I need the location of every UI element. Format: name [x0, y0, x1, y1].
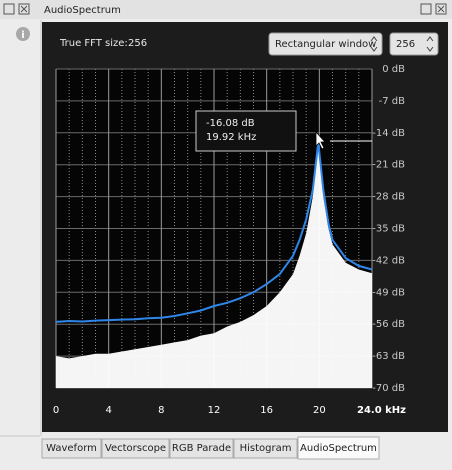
title-bar [0, 0, 452, 19]
close-icon [437, 5, 445, 13]
y-tick-label: -63 dB [372, 351, 405, 362]
y-tick-label: 0 dB [382, 64, 405, 75]
spin-arrows [426, 36, 434, 52]
tab[interactable] [169, 438, 234, 459]
fft-label: True FFT size: [59, 38, 128, 49]
tooltip [195, 110, 297, 152]
y-tick-label: -49 dB [372, 287, 405, 298]
x-tick-label: 8 [158, 405, 164, 416]
tab-bar: Waveform Vectorscope RGB Parade Histogram Au… [41, 436, 380, 460]
size-select[interactable] [389, 32, 439, 56]
y-tick-label: -35 dB [372, 224, 405, 235]
tab-label: RGB Parade [172, 443, 231, 454]
tab[interactable] [41, 438, 102, 459]
x-tick-label: 12 [208, 405, 221, 416]
spectrum-area [56, 146, 372, 388]
close-icon [20, 5, 28, 13]
tab[interactable] [297, 436, 380, 460]
float-button[interactable] [3, 3, 15, 15]
tooltip-level: -16.08 dB [206, 118, 255, 129]
window-select[interactable] [268, 32, 383, 56]
float-button[interactable] [420, 3, 432, 15]
tab[interactable] [101, 438, 170, 459]
spectrum-line [55, 142, 373, 323]
info-icon[interactable] [16, 27, 30, 41]
y-tick-label: -7 dB [379, 96, 405, 107]
y-tick-label: -42 dB [372, 255, 405, 266]
window-select-text: Rectangular window [275, 39, 376, 50]
fft-value: 256 [128, 38, 147, 49]
x-tick-label: 20 [313, 405, 326, 416]
tab-label: Vectorscope [105, 443, 166, 454]
x-tick-label: 16 [260, 405, 273, 416]
y-tick-label: -70 dB [372, 383, 405, 394]
size-select-text: 256 [396, 39, 415, 50]
y-tick-label: -21 dB [372, 160, 405, 171]
spin-arrows [370, 36, 378, 52]
cursor [315, 130, 326, 150]
tab-label: AudioSpectrum [300, 443, 377, 454]
close-button[interactable] [18, 3, 30, 15]
x-tick-label: 0 [53, 405, 59, 416]
tab-label: Waveform [46, 443, 97, 454]
info-glyph: i [21, 30, 24, 41]
y-tick-label: -14 dB [372, 128, 405, 139]
y-tick-label: -28 dB [372, 192, 405, 203]
x-tick-label: 4 [105, 405, 111, 416]
window-title: AudioSpectrum [44, 5, 121, 16]
tab[interactable] [233, 438, 298, 459]
plot [55, 68, 373, 389]
tab-label: Histogram [240, 443, 292, 454]
tooltip-frequency: 19.92 kHz [206, 132, 256, 143]
close-button[interactable] [435, 3, 447, 15]
x-tick-label: 24.0 kHz [357, 405, 406, 416]
y-tick-label: -56 dB [372, 319, 405, 330]
